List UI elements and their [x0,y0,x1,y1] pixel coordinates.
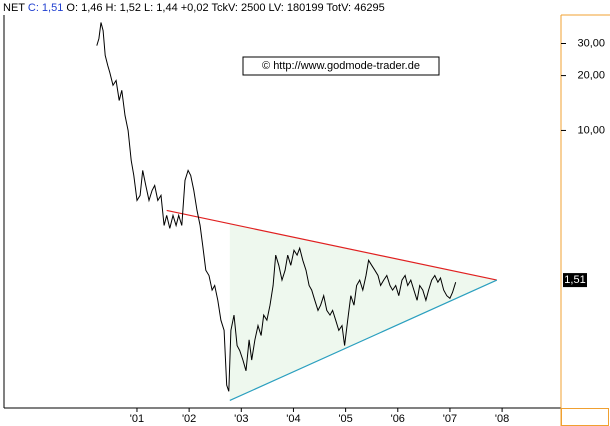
x-tick-label: '05 [338,413,352,425]
price-line [96,22,457,392]
symbol: NET [3,2,25,14]
last-price-box [563,273,587,288]
triangle-area [229,223,497,401]
trendline [166,209,498,281]
last-price-label: 1,51 [564,274,585,286]
y-tick-label: 30,00 [577,37,605,49]
watermark: © http://www.godmode-trader.de [262,60,420,72]
y-tick-label: 10,00 [577,124,605,136]
watermark-box [242,56,440,76]
x-tick-label: '06 [391,413,405,425]
x-tick-label: '01 [130,413,144,425]
details: O: 1,46 H: 1,52 L: 1,44 +0,02 TckV: 2500… [66,2,384,14]
x-tick-label: '08 [495,413,509,425]
x-tick-label: '04 [286,413,300,425]
header: NET C: 1,51 O: 1,46 H: 1,52 L: 1,44 +0,0… [3,2,385,14]
x-tick-label: '07 [443,413,457,425]
trendline [229,279,498,402]
x-tick-label: '02 [182,413,196,425]
x-tick-label: '03 [234,413,248,425]
plot [96,22,498,402]
close: C: 1,51 [28,2,63,14]
y-tick-label: 20,00 [577,69,605,81]
